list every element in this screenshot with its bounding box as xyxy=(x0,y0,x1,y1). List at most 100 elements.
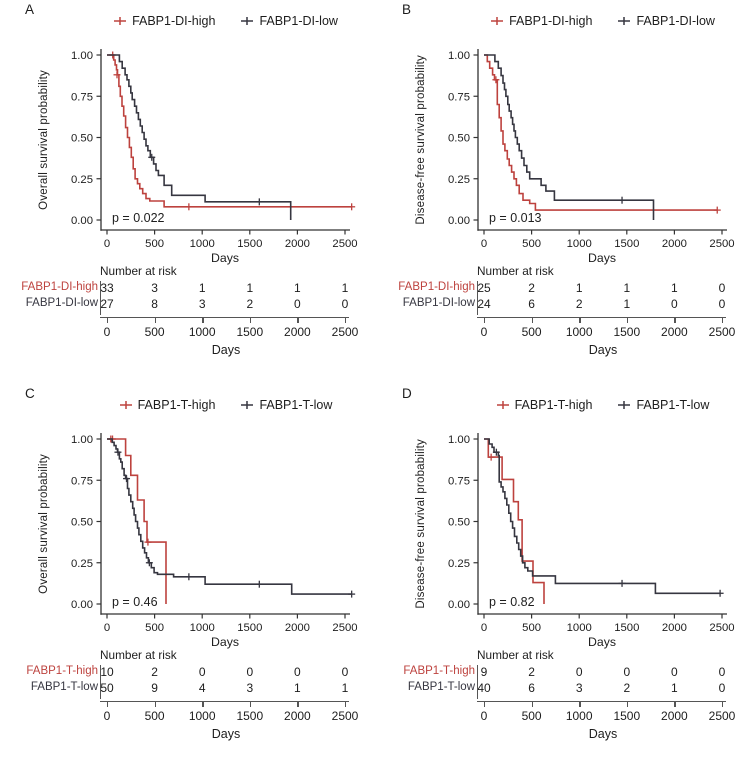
risk-count: 8 xyxy=(151,297,158,311)
risk-axis-tick-label: 2500 xyxy=(331,709,359,723)
risk-count: 0 xyxy=(198,665,206,679)
risk-axis-tick-label: 1500 xyxy=(236,709,264,723)
risk-count: 1 xyxy=(294,681,301,695)
risk-table-axis-line-vertical xyxy=(100,281,102,315)
risk-count: 1 xyxy=(341,681,349,695)
survival-curve-high xyxy=(484,54,718,211)
x-tick-label: 1500 xyxy=(237,238,262,250)
survival-curve-high xyxy=(484,438,545,604)
risk-row-label: FABP1-DI-low xyxy=(25,297,98,309)
x-tick-label: 1000 xyxy=(190,622,215,634)
y-tick-label: 0.75 xyxy=(448,91,470,103)
risk-axis-title: Days xyxy=(211,727,241,741)
risk-count: 6 xyxy=(528,297,535,311)
risk-count: 2 xyxy=(528,665,535,679)
risk-count: 50 xyxy=(100,681,114,695)
y-tick-label: 0.50 xyxy=(71,517,93,529)
x-axis-title: Days xyxy=(588,635,616,649)
x-tick-label: 2000 xyxy=(285,622,310,634)
x-tick-label: 2500 xyxy=(332,622,357,634)
legend-label: FABP1-DI-low xyxy=(636,14,715,28)
x-tick-label: 1500 xyxy=(614,622,639,634)
y-tick-label: 1.00 xyxy=(448,434,470,446)
risk-count: 1 xyxy=(671,281,678,295)
risk-table-header: Number at risk xyxy=(477,264,554,278)
y-tick-label: 0.75 xyxy=(71,91,93,103)
x-tick-label: 2000 xyxy=(662,238,687,250)
y-tick-label: 0.25 xyxy=(71,558,93,570)
risk-table-axis: 0 500 1000 1500 2000 2500 Days xyxy=(377,317,754,377)
risk-count: 1 xyxy=(623,281,631,295)
risk-count: 2 xyxy=(528,281,535,295)
legend-label: FABP1-DI-high xyxy=(132,14,216,28)
x-tick-label: 1500 xyxy=(614,238,639,250)
risk-axis-tick xyxy=(249,318,252,323)
risk-axis-tick-label: 1500 xyxy=(613,325,641,339)
risk-table-axis: 0 500 1000 1500 2000 2500 Days xyxy=(377,701,754,761)
risk-count: 9 xyxy=(151,681,158,695)
x-axis-title: Days xyxy=(211,635,239,649)
risk-table-axis-line-vertical xyxy=(100,665,102,699)
panel-letter: C xyxy=(25,386,35,401)
risk-axis-title: Days xyxy=(211,343,241,357)
y-tick-label: 1.00 xyxy=(71,50,93,62)
risk-axis-tick xyxy=(202,318,204,323)
risk-axis-tick-label: 500 xyxy=(144,709,165,723)
y-tick-label: 0.25 xyxy=(448,174,470,186)
risk-count: 33 xyxy=(100,281,114,295)
survival-curve-low xyxy=(107,54,292,220)
risk-axis-tick-label: 0 xyxy=(103,325,111,339)
risk-axis-tick xyxy=(579,702,581,707)
risk-row-label: FABP1-DI-high xyxy=(398,281,475,293)
panel-d: D FABP1-T-high FABP1-T-low Disease-free s… xyxy=(377,384,754,768)
legend-item: FABP1-DI-high xyxy=(112,14,215,28)
x-tick-label: 500 xyxy=(522,238,541,250)
risk-axis-tick xyxy=(297,318,299,323)
risk-count: 0 xyxy=(671,665,678,679)
risk-axis-tick xyxy=(345,702,347,707)
risk-axis-line xyxy=(477,701,726,703)
survival-curve-low xyxy=(107,438,352,595)
p-value: p = 0.46 xyxy=(112,595,158,609)
risk-table: FABP1-DI-high 25 2 1 1 1 0 FABP1-DI-low 24 6 2 1 0 0 xyxy=(377,281,754,315)
risk-axis-tick-label: 1500 xyxy=(613,709,641,723)
legend-item: FABP1-T-high xyxy=(495,398,593,412)
risk-table-axis-line-vertical xyxy=(477,665,479,699)
risk-axis-tick-label: 2500 xyxy=(708,709,736,723)
risk-axis-tick-label: 2000 xyxy=(284,325,311,339)
risk-axis-tick xyxy=(249,702,252,707)
censor-plus-icon xyxy=(491,17,504,25)
risk-count: 27 xyxy=(100,297,114,311)
risk-axis-tick xyxy=(484,702,486,707)
risk-axis-tick-label: 2000 xyxy=(661,709,688,723)
risk-table: FABP1-T-high 10 2 0 0 0 0 FABP1-T-low 50 9 4 3 1 1 xyxy=(0,665,377,699)
risk-axis-tick xyxy=(154,702,156,707)
legend-item: FABP1-T-high xyxy=(118,398,216,412)
y-axis-title: Overall survival probability xyxy=(38,454,50,594)
y-axis-title-wrap: Overall survival probability xyxy=(36,428,52,620)
risk-axis-tick xyxy=(626,318,629,323)
censor-plus-icon xyxy=(618,401,631,409)
risk-table: FABP1-DI-high 33 3 1 1 1 1 FABP1-DI-low 27 8 3 2 0 0 xyxy=(0,281,377,315)
risk-count: 0 xyxy=(718,281,726,295)
risk-axis-tick xyxy=(107,318,109,323)
risk-count: 1 xyxy=(575,281,583,295)
risk-axis-tick xyxy=(626,702,629,707)
risk-axis-tick-label: 2500 xyxy=(331,325,359,339)
risk-axis-tick-label: 0 xyxy=(480,325,488,339)
risk-count: 25 xyxy=(477,281,491,295)
risk-axis-tick-label: 2500 xyxy=(708,325,736,339)
risk-count: 0 xyxy=(341,665,349,679)
risk-axis-tick xyxy=(674,318,676,323)
legend-label: FABP1-T-high xyxy=(137,398,216,412)
risk-count: 1 xyxy=(623,297,631,311)
panel-b: B FABP1-DI-high FABP1-DI-low Disease-free… xyxy=(377,0,754,384)
legend-item: FABP1-T-low xyxy=(616,398,709,412)
panel-c: C FABP1-T-high FABP1-T-low Overall surviv… xyxy=(0,384,377,768)
survival-curve-low xyxy=(484,438,721,595)
risk-count: 1 xyxy=(198,281,206,295)
legend-label: FABP1-T-high xyxy=(514,398,593,412)
km-plot: 1.00 0.75 0.50 0.25 0.00 0 500 1000 1500 2000 2500… xyxy=(71,433,358,649)
risk-count: 1 xyxy=(294,281,301,295)
x-tick-label: 0 xyxy=(481,238,487,250)
